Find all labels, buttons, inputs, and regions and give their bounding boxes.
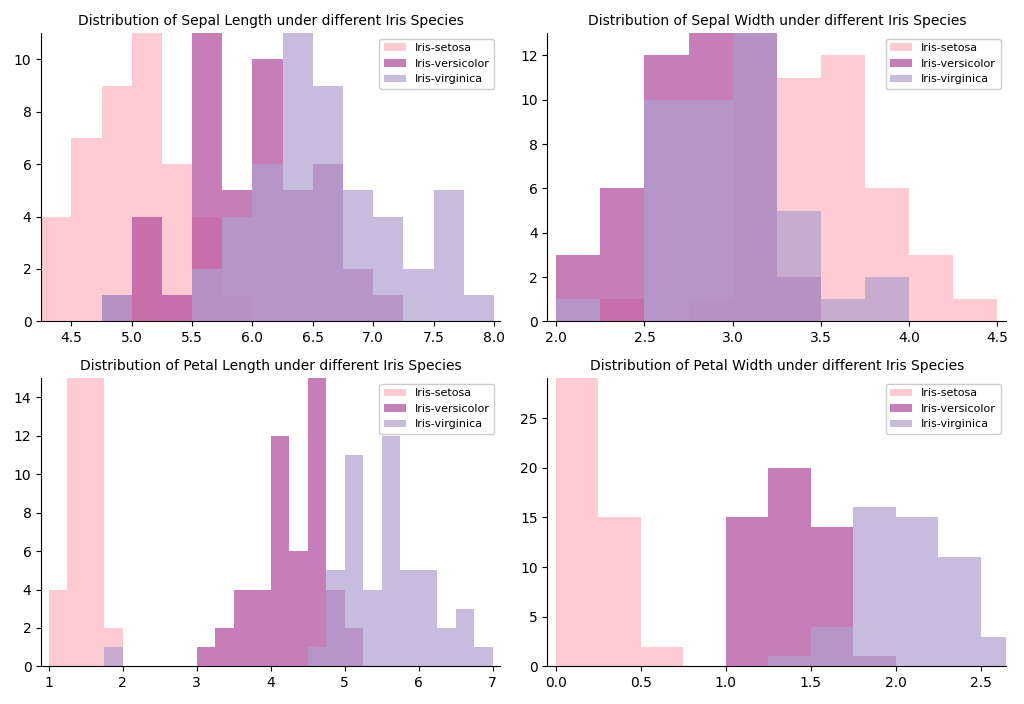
Bar: [598, 517, 641, 667]
Bar: [253, 164, 283, 321]
Bar: [464, 295, 494, 321]
Bar: [474, 647, 493, 667]
Bar: [433, 190, 464, 321]
Bar: [777, 77, 821, 321]
Title: Distribution of Petal Width under different Iris Species: Distribution of Petal Width under differ…: [590, 359, 964, 373]
Bar: [253, 59, 283, 321]
Bar: [419, 570, 437, 667]
Bar: [600, 299, 644, 321]
Bar: [233, 589, 252, 667]
Bar: [821, 299, 865, 321]
Bar: [403, 269, 433, 321]
Bar: [732, 11, 777, 321]
Bar: [197, 647, 215, 667]
Bar: [382, 436, 400, 667]
Bar: [104, 647, 123, 667]
Bar: [853, 656, 896, 667]
Title: Distribution of Petal Length under different Iris Species: Distribution of Petal Length under diffe…: [80, 359, 462, 373]
Bar: [938, 557, 981, 667]
Bar: [821, 56, 865, 321]
Bar: [556, 339, 598, 667]
Bar: [307, 378, 326, 667]
Bar: [193, 269, 222, 321]
Bar: [909, 255, 953, 321]
Bar: [326, 589, 344, 667]
Bar: [222, 295, 253, 321]
Bar: [456, 609, 474, 667]
Bar: [768, 467, 811, 667]
Bar: [68, 282, 86, 667]
Bar: [283, 190, 312, 321]
Bar: [86, 206, 104, 667]
Bar: [853, 508, 896, 667]
Bar: [222, 190, 253, 321]
Bar: [644, 56, 688, 321]
Bar: [101, 295, 132, 321]
Bar: [981, 636, 1023, 667]
Title: Distribution of Sepal Length under different Iris Species: Distribution of Sepal Length under diffe…: [78, 14, 464, 28]
Legend: Iris-setosa, Iris-versicolor, Iris-virginica: Iris-setosa, Iris-versicolor, Iris-virgi…: [886, 384, 1000, 434]
Bar: [193, 0, 222, 321]
Bar: [312, 86, 343, 321]
Bar: [162, 164, 193, 321]
Bar: [343, 190, 373, 321]
Bar: [437, 628, 456, 667]
Legend: Iris-setosa, Iris-versicolor, Iris-virginica: Iris-setosa, Iris-versicolor, Iris-virgi…: [380, 384, 495, 434]
Bar: [326, 570, 344, 667]
Bar: [768, 656, 811, 667]
Bar: [283, 33, 312, 321]
Bar: [777, 277, 821, 321]
Legend: Iris-setosa, Iris-versicolor, Iris-virginica: Iris-setosa, Iris-versicolor, Iris-virgi…: [886, 39, 1000, 89]
Bar: [101, 86, 132, 321]
Bar: [104, 628, 123, 667]
Bar: [72, 138, 101, 321]
Bar: [556, 255, 600, 321]
Bar: [811, 527, 853, 667]
Bar: [811, 627, 853, 667]
Bar: [641, 646, 683, 667]
Bar: [732, 0, 777, 321]
Bar: [373, 295, 403, 321]
Bar: [600, 189, 644, 321]
Bar: [726, 517, 768, 667]
Bar: [312, 164, 343, 321]
Bar: [373, 217, 403, 321]
Bar: [270, 436, 289, 667]
Bar: [344, 628, 364, 667]
Bar: [688, 100, 732, 321]
Bar: [343, 269, 373, 321]
Bar: [344, 455, 364, 667]
Bar: [688, 33, 732, 321]
Title: Distribution of Sepal Width under different Iris Species: Distribution of Sepal Width under differ…: [588, 14, 966, 28]
Bar: [101, 295, 132, 321]
Bar: [307, 647, 326, 667]
Legend: Iris-setosa, Iris-versicolor, Iris-virginica: Iris-setosa, Iris-versicolor, Iris-virgi…: [380, 39, 495, 89]
Bar: [252, 589, 270, 667]
Bar: [688, 299, 732, 321]
Bar: [644, 100, 688, 321]
Bar: [193, 217, 222, 321]
Bar: [865, 277, 909, 321]
Bar: [777, 210, 821, 321]
Bar: [400, 570, 419, 667]
Bar: [732, 0, 777, 321]
Bar: [132, 217, 162, 321]
Bar: [215, 628, 233, 667]
Bar: [953, 299, 997, 321]
Bar: [162, 295, 193, 321]
Bar: [132, 0, 162, 321]
Bar: [364, 589, 382, 667]
Bar: [556, 299, 600, 321]
Bar: [289, 551, 307, 667]
Bar: [41, 217, 72, 321]
Bar: [48, 589, 68, 667]
Bar: [222, 217, 253, 321]
Bar: [896, 517, 938, 667]
Bar: [865, 189, 909, 321]
